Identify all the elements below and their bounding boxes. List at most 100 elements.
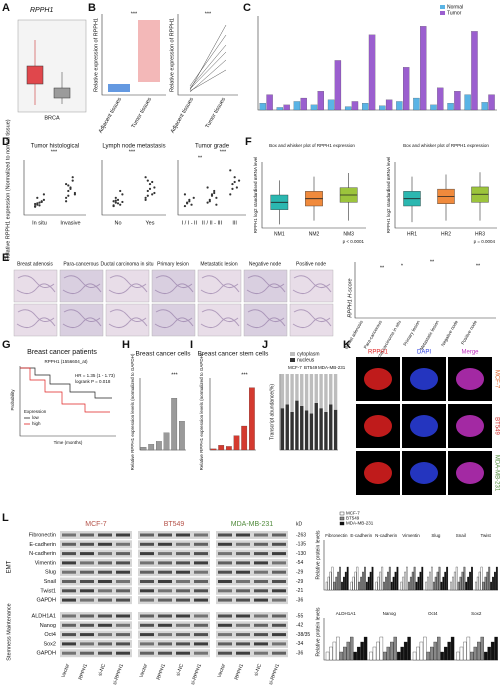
blot-band bbox=[116, 580, 130, 583]
data-point bbox=[67, 184, 70, 187]
quant-bar bbox=[371, 566, 374, 591]
bar bbox=[310, 104, 318, 111]
quant-bar bbox=[360, 641, 364, 661]
quant-bar bbox=[352, 576, 355, 591]
significance: ** bbox=[430, 259, 435, 265]
cell-signal bbox=[410, 462, 438, 484]
kd-label: -130 bbox=[296, 551, 306, 557]
tissue-texture bbox=[108, 309, 148, 328]
blot-strip bbox=[138, 577, 210, 586]
data-point bbox=[73, 191, 76, 195]
protein-label: Snail bbox=[456, 533, 466, 538]
blot-band bbox=[218, 598, 232, 602]
cell-label: MCF-7 bbox=[288, 365, 302, 370]
data-point bbox=[65, 182, 68, 186]
blot-strip bbox=[216, 649, 288, 658]
bar bbox=[233, 435, 240, 451]
bar bbox=[259, 103, 266, 111]
blot-strip bbox=[216, 549, 288, 558]
bar bbox=[385, 99, 393, 111]
quant-bar bbox=[332, 641, 337, 661]
blot-band bbox=[140, 623, 154, 627]
blot-strip bbox=[138, 612, 210, 620]
bar bbox=[283, 104, 290, 111]
blot-band bbox=[80, 614, 94, 618]
quant-bar bbox=[397, 651, 401, 661]
blot-band bbox=[254, 552, 268, 556]
blot-band bbox=[158, 598, 172, 602]
quant-bar bbox=[363, 636, 368, 661]
legend-label: BT549 bbox=[346, 516, 360, 521]
kd-unit: kD bbox=[296, 521, 303, 527]
bar bbox=[276, 107, 284, 111]
blot-band bbox=[194, 561, 208, 565]
data-point bbox=[121, 193, 124, 196]
bar-segment bbox=[290, 412, 294, 450]
blot-band bbox=[176, 633, 190, 637]
axis bbox=[101, 160, 166, 216]
data-point bbox=[210, 194, 214, 197]
blot-band bbox=[176, 589, 190, 593]
blot-band bbox=[272, 633, 286, 637]
lane-label: si-RPPH1 bbox=[268, 663, 281, 685]
protein-label: Snail bbox=[44, 579, 56, 585]
blot-band bbox=[194, 589, 208, 593]
y-axis-label: Relative expression of RPPH1 bbox=[93, 18, 99, 92]
quant-bar bbox=[336, 636, 340, 661]
lane-label: si-RPPH1 bbox=[190, 663, 203, 685]
data-point bbox=[229, 193, 232, 196]
blot-band bbox=[236, 542, 250, 546]
quant-bar bbox=[325, 581, 328, 591]
blot-band bbox=[116, 598, 130, 602]
data-point bbox=[121, 200, 124, 204]
quant-bar bbox=[436, 571, 439, 591]
quant-bar bbox=[477, 641, 481, 661]
blot-band bbox=[236, 623, 250, 627]
blot-band bbox=[158, 542, 172, 546]
quant-bar bbox=[350, 636, 354, 661]
y-axis-label: Relative protein levels bbox=[315, 607, 321, 656]
blot-band bbox=[218, 580, 232, 583]
bar-segment bbox=[324, 374, 328, 412]
quant-bar bbox=[356, 566, 359, 591]
blot-strip bbox=[138, 558, 210, 567]
quant-bar bbox=[463, 641, 467, 661]
quant-bar bbox=[455, 566, 458, 591]
lane-label: RPPH1 bbox=[234, 663, 245, 681]
legend-label: nucleus bbox=[297, 357, 315, 363]
blot-band bbox=[80, 580, 94, 583]
column-header: Breast adenosis bbox=[17, 261, 53, 267]
quant-bar bbox=[400, 581, 403, 591]
box bbox=[53, 87, 71, 99]
bar bbox=[454, 91, 461, 111]
blot-strip bbox=[216, 568, 288, 577]
blot-strip bbox=[60, 531, 132, 539]
blot-band bbox=[80, 651, 94, 655]
quant-bar bbox=[390, 581, 393, 591]
quant-bar bbox=[393, 636, 397, 661]
x-tick-label: HR3 bbox=[475, 231, 485, 237]
data-point bbox=[69, 187, 72, 190]
blot-band bbox=[158, 623, 172, 627]
quant-bar bbox=[356, 646, 361, 661]
blot-band bbox=[62, 542, 76, 546]
data-point bbox=[34, 204, 37, 208]
data-point bbox=[42, 198, 46, 201]
quant-bar bbox=[327, 576, 330, 591]
blot-band bbox=[176, 614, 190, 618]
quant-bar bbox=[335, 576, 338, 591]
quant-bar bbox=[419, 641, 424, 661]
data-point bbox=[38, 201, 41, 204]
data-point bbox=[188, 198, 191, 201]
column-header: Para-cancerous bbox=[63, 261, 99, 267]
blot-band bbox=[176, 580, 190, 583]
quant-bar bbox=[362, 571, 364, 591]
panel-label: F bbox=[245, 136, 252, 148]
blot-band bbox=[140, 533, 154, 537]
quant-bar bbox=[452, 576, 454, 591]
paired-lines bbox=[189, 24, 227, 93]
blot-band bbox=[140, 542, 154, 546]
panel-label: G bbox=[2, 339, 11, 351]
data-point bbox=[231, 182, 234, 186]
protein-label: ALDH1A1 bbox=[336, 611, 357, 616]
